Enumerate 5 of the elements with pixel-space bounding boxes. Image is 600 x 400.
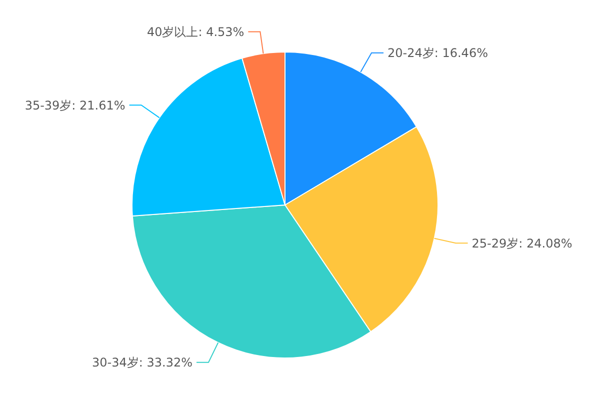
slice-label: 25-29岁: 24.08% xyxy=(472,236,572,250)
slice-label: 20-24岁: 16.46% xyxy=(388,46,488,60)
slice-label: 35-39岁: 21.61% xyxy=(24,98,126,112)
slice-label: 40岁以上: 4.53% xyxy=(146,24,244,39)
slice-label: 30-34岁: 33.32% xyxy=(92,356,193,370)
